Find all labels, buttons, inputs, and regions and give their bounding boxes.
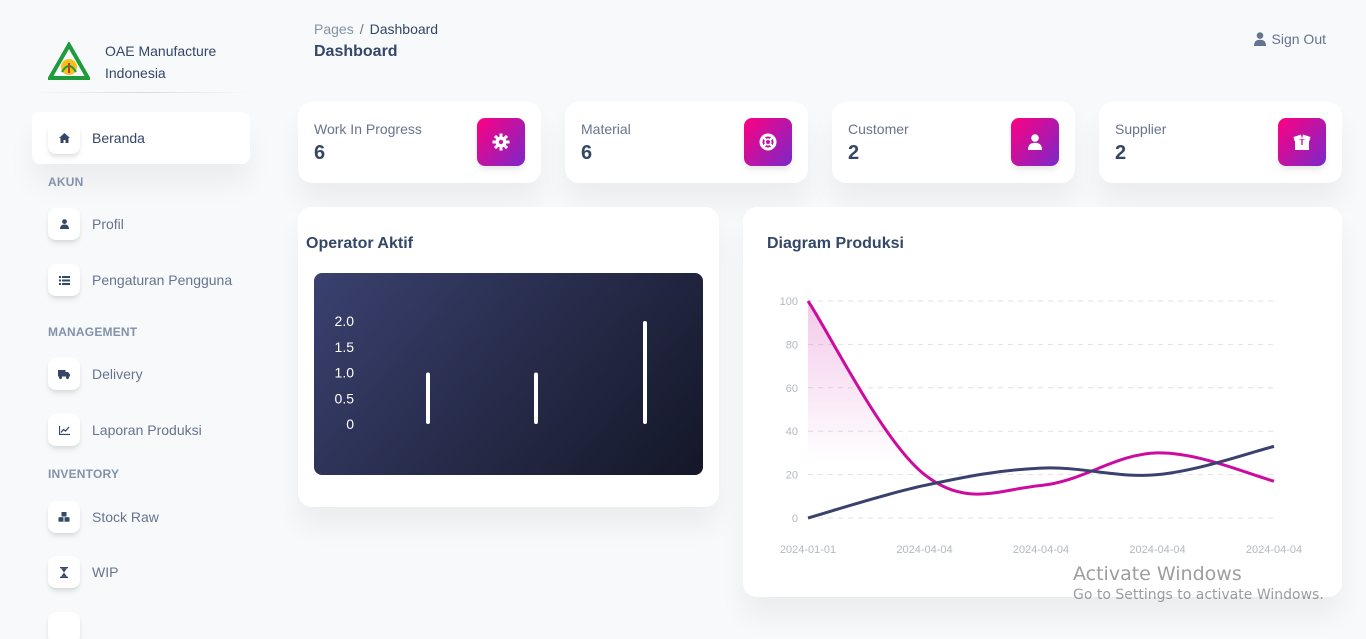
y-tick-label: 1.0 — [335, 365, 355, 381]
sign-out-label: Sign Out — [1271, 31, 1326, 47]
home-icon — [48, 122, 80, 154]
section-inventory: INVENTORY — [48, 467, 120, 481]
y-tick-label: 2.0 — [335, 313, 355, 329]
x-tick-label: 2024-04-04 — [896, 544, 952, 556]
sidebar-item-label: Profil — [92, 216, 124, 232]
stat-label: Customer — [848, 121, 909, 137]
section-management: MANAGEMENT — [48, 325, 138, 339]
sidebar-item-delivery[interactable]: Delivery — [32, 348, 250, 400]
sidebar-item-pengaturan-pengguna[interactable]: Pengaturan Pengguna — [32, 254, 250, 306]
sidebar: OAE Manufacture Indonesia Beranda AKUN P… — [0, 0, 270, 639]
breadcrumb: Pages / Dashboard — [314, 21, 438, 37]
hourglass-icon — [48, 556, 80, 588]
brand-name-line1: OAE Manufacture — [105, 43, 217, 59]
stat-card-supplier: Supplier 2 — [1099, 102, 1342, 183]
x-tick-label: 2024-04-04 — [1013, 544, 1069, 556]
user-icon — [1011, 118, 1059, 166]
sidebar-item-more[interactable] — [32, 602, 250, 639]
series-line — [807, 444, 1275, 520]
production-card-title: Diagram Produksi — [767, 235, 904, 252]
user-icon — [48, 208, 80, 240]
breadcrumb-parent[interactable]: Pages — [314, 21, 354, 37]
sidebar-item-wip[interactable]: WIP — [32, 546, 250, 598]
stat-card-work-in-progress: Work In Progress 6 — [298, 102, 541, 183]
x-tick-label: 2024-04-04 — [1129, 544, 1185, 556]
sidebar-item-label: Stock Raw — [92, 509, 159, 525]
series-area-fill — [808, 301, 1274, 518]
chart-line-icon — [48, 414, 80, 446]
sidebar-item-laporan-produksi[interactable]: Laporan Produksi — [32, 404, 250, 456]
y-tick-label: 100 — [780, 296, 798, 308]
windows-activation-watermark: Activate Windows Go to Settings to activ… — [1073, 563, 1324, 603]
brand-name: OAE Manufacture Indonesia — [105, 40, 235, 84]
stat-value: 2 — [848, 142, 860, 164]
x-tick-label: 2024-04-04 — [1246, 544, 1302, 556]
stat-label: Work In Progress — [314, 121, 422, 137]
more-icon — [48, 612, 80, 639]
brand-name-line2: Indonesia — [105, 65, 166, 81]
y-tick-label: 20 — [786, 470, 798, 482]
sidebar-item-label: Beranda — [92, 130, 145, 146]
x-tick-label: 2024-01-01 — [780, 544, 836, 556]
y-tick-label: 80 — [786, 339, 798, 351]
life-ring-icon — [744, 118, 792, 166]
list-icon — [48, 264, 80, 296]
series-line — [806, 300, 1275, 496]
production-card: Diagram Produksi 100 80 60 40 20 0 2024-01-01 2… — [743, 207, 1342, 597]
operator-bar-chart-svg: 2.0 1.5 1.0 0.5 0 — [335, 313, 647, 432]
stat-card-customer: Customer 2 — [832, 102, 1075, 183]
box-open-icon — [1278, 118, 1326, 166]
sidebar-item-stock-raw[interactable]: Stock Raw — [32, 491, 250, 543]
stat-card-material: Material 6 — [565, 102, 808, 183]
stat-label: Supplier — [1115, 121, 1167, 137]
operator-card: Operator Aktif 2.0 1.5 1.0 0.5 0 — [298, 207, 719, 507]
operator-bar-chart: 2.0 1.5 1.0 0.5 0 — [314, 273, 703, 475]
company-logo-icon — [48, 42, 90, 80]
cubes-icon — [48, 501, 80, 533]
operator-bar — [643, 321, 647, 424]
y-tick-label: 60 — [786, 383, 798, 395]
gear-icon — [477, 118, 525, 166]
y-tick-label: 40 — [786, 426, 798, 438]
sidebar-item-label: Delivery — [92, 366, 143, 382]
user-icon — [1253, 32, 1266, 46]
watermark-title: Activate Windows — [1073, 563, 1242, 585]
y-tick-label: 0 — [792, 513, 798, 525]
sidebar-item-label: Pengaturan Pengguna — [92, 272, 233, 288]
section-akun: AKUN — [48, 175, 84, 189]
brand[interactable]: OAE Manufacture Indonesia — [48, 40, 235, 84]
sidebar-item-label: WIP — [92, 564, 119, 580]
production-line-chart: 100 80 60 40 20 0 2024-01-01 2024-04-04 2024-04-… — [780, 296, 1303, 556]
watermark-subtitle: Go to Settings to activate Windows. — [1073, 587, 1324, 603]
breadcrumb-current: Dashboard — [369, 21, 439, 37]
stat-value: 6 — [314, 142, 326, 164]
sidebar-item-label: Laporan Produksi — [92, 422, 202, 438]
y-tick-label: 0 — [346, 416, 354, 432]
operator-card-title: Operator Aktif — [306, 235, 413, 252]
breadcrumb-separator: / — [359, 21, 364, 37]
stat-value: 6 — [581, 142, 593, 164]
sidebar-item-profil[interactable]: Profil — [32, 198, 250, 250]
y-tick-label: 1.5 — [335, 339, 355, 355]
stat-value: 2 — [1115, 142, 1127, 164]
stat-label: Material — [581, 121, 631, 137]
operator-bar — [426, 372, 430, 424]
sidebar-item-beranda[interactable]: Beranda — [32, 112, 250, 164]
operator-bar — [534, 372, 538, 424]
sign-out-button[interactable]: Sign Out — [1253, 31, 1326, 47]
page-title: Dashboard — [314, 43, 398, 60]
truck-icon — [48, 358, 80, 390]
sidebar-divider — [32, 92, 250, 93]
y-tick-label: 0.5 — [335, 390, 355, 406]
